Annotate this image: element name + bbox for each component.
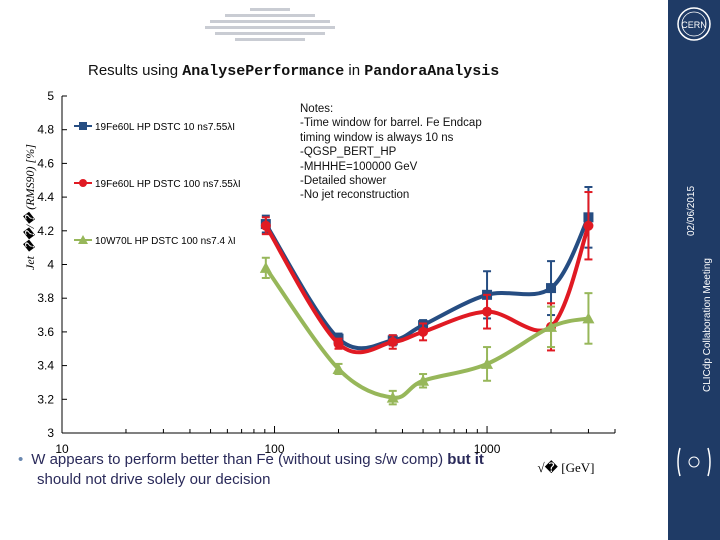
title-code-analyse: AnalysePerformance bbox=[182, 63, 345, 80]
data-point bbox=[79, 179, 87, 187]
data-point bbox=[333, 338, 344, 349]
data-point bbox=[386, 391, 399, 403]
y-tick-label: 3.6 bbox=[37, 325, 54, 339]
clicdp-logo-icon bbox=[677, 447, 711, 477]
y-tick-label: 3.2 bbox=[37, 392, 54, 406]
y-tick-label: 3.4 bbox=[37, 359, 54, 373]
legend-label: 10W70L HP DSTC 100 ns7.4 λI bbox=[95, 236, 236, 247]
data-point bbox=[418, 326, 429, 337]
data-point bbox=[545, 320, 558, 332]
data-point bbox=[546, 283, 557, 294]
x-tick-label: 10 bbox=[55, 442, 69, 456]
y-tick-label: 3.8 bbox=[37, 291, 54, 305]
side-meeting: CLICdp Collaboration Meeting bbox=[702, 258, 713, 392]
data-point bbox=[259, 261, 272, 273]
data-point bbox=[78, 235, 88, 244]
y-tick-label: 4.2 bbox=[37, 224, 54, 238]
data-point bbox=[387, 337, 398, 348]
y-axis-title: Jet ��/� (RMS90) [%] bbox=[23, 144, 37, 270]
y-tick-label: 4 bbox=[47, 258, 54, 272]
notes-line: -Detailed shower bbox=[300, 175, 387, 188]
bullet-text-line2: should not drive solely our decision bbox=[37, 471, 271, 488]
notes-line: -QGSP_BERT_HP bbox=[300, 146, 397, 159]
header-decoration bbox=[200, 5, 340, 43]
side-date: 02/06/2015 bbox=[686, 185, 697, 236]
notes-line: Notes: bbox=[300, 103, 334, 115]
data-point bbox=[481, 357, 494, 369]
y-tick-label: 4.4 bbox=[37, 190, 54, 204]
y-tick-label: 4.6 bbox=[37, 156, 54, 170]
bullet-text: W appears to perform better than Fe (wit… bbox=[31, 451, 448, 468]
data-point bbox=[79, 122, 87, 130]
data-point bbox=[417, 374, 430, 386]
conclusion-bullet: • W appears to perform better than Fe (wi… bbox=[18, 450, 638, 490]
y-tick-label: 5 bbox=[47, 89, 54, 103]
title-code-pandora: PandoraAnalysis bbox=[364, 63, 500, 80]
data-point bbox=[260, 220, 271, 231]
side-bar: CERN 02/06/2015 CLICdp Collaboration Mee… bbox=[668, 0, 720, 540]
resolution-chart: 3 3.2 3.4 3.6 3.8 4 4.2 4.4 4.6 4.8 5 10 100 1000 Jet … bbox=[23, 89, 616, 475]
notes-line: -No jet reconstruction bbox=[300, 189, 410, 202]
bullet-dot: • bbox=[18, 451, 24, 468]
svg-text:CERN: CERN bbox=[681, 20, 707, 30]
data-point bbox=[583, 220, 594, 231]
data-point bbox=[332, 362, 345, 374]
data-point bbox=[582, 312, 595, 324]
legend-label: 19Fe60L HP DSTC 10 ns7.55λI bbox=[95, 122, 235, 133]
notes-line: -MHHHE=100000 GeV bbox=[300, 160, 418, 173]
legend-label: 19Fe60L HP DSTC 100 ns7.55λI bbox=[95, 179, 241, 190]
title-text: Results using bbox=[88, 62, 183, 79]
title-text-mid: in bbox=[344, 62, 365, 79]
bullet-bold-text: but it bbox=[447, 451, 484, 468]
slide-title: Results using AnalysePerformance in Pand… bbox=[88, 62, 499, 80]
notes-line: -Time window for barrel. Fe Endcap bbox=[300, 117, 482, 130]
y-tick-label: 3 bbox=[47, 426, 54, 440]
notes-box: Notes: -Time window for barrel. Fe Endca… bbox=[300, 102, 530, 203]
cern-logo-icon: CERN bbox=[677, 7, 711, 41]
x-axis-title: √� [GeV] bbox=[538, 460, 595, 475]
x-tick-label: 1000 bbox=[474, 442, 501, 456]
y-tick-label: 4.8 bbox=[37, 123, 54, 137]
data-point bbox=[482, 306, 493, 317]
notes-line: timing window is always 10 ns bbox=[300, 131, 454, 144]
x-tick-label: 100 bbox=[265, 442, 285, 456]
